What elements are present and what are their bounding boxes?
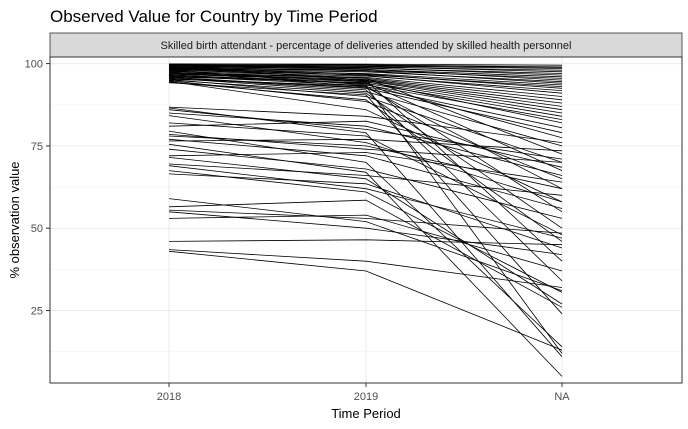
- y-tick-label: 25: [31, 306, 43, 318]
- series-line-44: [168, 78, 563, 354]
- series-line-71: [168, 138, 563, 152]
- series-line-37: [168, 81, 563, 203]
- facet-strip: [49, 32, 683, 58]
- x-axis-title: Time Period: [331, 406, 401, 421]
- series-line-60: [168, 199, 563, 308]
- series-line-30: [168, 74, 563, 139]
- x-tick-label: NA: [554, 391, 570, 403]
- series-line-68: [168, 143, 563, 377]
- series-line-70: [168, 157, 563, 305]
- series-line-53: [168, 148, 563, 219]
- series-line-67: [168, 107, 563, 357]
- facet-label: Skilled birth attendant - percentage of …: [161, 40, 572, 52]
- series-line-54: [168, 152, 563, 183]
- series-line-64: [168, 239, 563, 246]
- series-line-66: [168, 250, 563, 351]
- series-line-58: [168, 173, 563, 249]
- series-line-51: [168, 135, 563, 190]
- series-lines: [168, 63, 563, 377]
- series-line-26: [168, 69, 563, 120]
- series-line-45: [168, 106, 563, 143]
- series-line-72: [168, 120, 563, 168]
- series-line-31: [168, 77, 563, 147]
- series-line-16: [168, 67, 563, 89]
- series-line-11: [168, 65, 563, 81]
- series-line-40: [168, 81, 563, 242]
- x-axis: 2018 2019 NA: [157, 383, 570, 403]
- y-tick-label: 75: [31, 141, 43, 153]
- series-line-43: [168, 82, 563, 315]
- series-line-55: [168, 163, 563, 196]
- series-line-32: [168, 72, 563, 155]
- y-tick-label: 50: [31, 223, 43, 235]
- chart-title: Observed Value for Country by Time Perio…: [50, 7, 378, 26]
- y-axis-title: % observation value: [7, 161, 22, 278]
- series-line-1: [168, 63, 563, 66]
- y-axis: 25 50 75 100: [25, 59, 50, 318]
- series-line-13: [168, 66, 563, 84]
- series-line-63: [168, 214, 563, 272]
- series-line-57: [168, 170, 563, 293]
- y-tick-label: 100: [25, 59, 43, 71]
- series-line-47: [168, 112, 563, 176]
- series-line-52: [168, 138, 563, 209]
- series-line-29: [168, 76, 563, 134]
- series-line-69: [168, 130, 563, 348]
- series-line-61: [168, 209, 563, 234]
- gridlines: [50, 57, 682, 383]
- series-line-33: [168, 79, 563, 163]
- series-line-59: [168, 198, 563, 292]
- series-line-6: [168, 63, 563, 73]
- x-tick-label: 2019: [354, 391, 378, 403]
- series-line-39: [168, 79, 563, 229]
- series-line-8: [168, 64, 563, 76]
- series-line-65: [168, 249, 563, 288]
- series-line-41: [168, 73, 563, 262]
- series-line-56: [168, 165, 563, 239]
- series-line-17: [168, 71, 563, 91]
- x-tick-label: 2018: [157, 391, 181, 403]
